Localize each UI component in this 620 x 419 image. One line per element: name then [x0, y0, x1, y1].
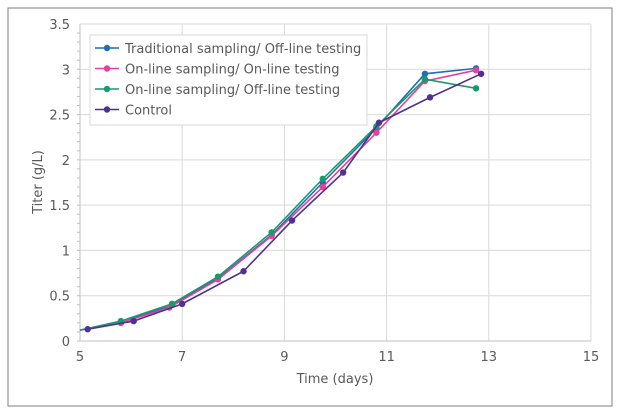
- x-tick-label: 15: [583, 350, 600, 365]
- data-point: [84, 326, 91, 333]
- data-point: [421, 76, 429, 83]
- x-tick-label: 11: [378, 350, 395, 365]
- data-point: [472, 66, 480, 74]
- data-point: [477, 70, 485, 78]
- y-tick-label: 3: [62, 63, 70, 78]
- data-point: [319, 175, 326, 183]
- data-point: [339, 169, 347, 176]
- legend-label: On-line sampling/ On-line testing: [125, 63, 339, 78]
- data-point: [214, 273, 222, 280]
- y-axis-label: Titer (g/L): [31, 150, 46, 215]
- legend-marker: [103, 44, 111, 52]
- y-tick-label: 0.5: [49, 290, 70, 305]
- legend-label: On-line sampling/ Off-line testing: [125, 83, 340, 98]
- legend-marker: [103, 106, 111, 113]
- legend-label: Traditional sampling/ Off-line testing: [124, 42, 361, 57]
- legend-box: [89, 34, 368, 126]
- x-tick-label: 13: [481, 350, 498, 365]
- data-point: [421, 70, 429, 78]
- y-tick-label: 0: [62, 335, 70, 350]
- data-point: [168, 300, 176, 308]
- legend-marker: [103, 65, 111, 72]
- y-tick-label: 1: [62, 244, 70, 259]
- y-tick-label: 3.5: [49, 18, 70, 33]
- data-point: [288, 217, 296, 224]
- data-point: [319, 183, 326, 191]
- legend: Traditional sampling/ Off-line testing On…: [89, 34, 368, 126]
- x-tick-label: 5: [76, 350, 84, 365]
- data-point: [472, 85, 480, 92]
- data-point: [179, 300, 186, 308]
- x-tick-label: 9: [280, 350, 288, 365]
- data-point: [375, 119, 383, 126]
- legend-marker: [103, 85, 111, 93]
- data-point: [240, 268, 247, 275]
- data-point: [268, 229, 275, 236]
- x-tick-label: 7: [178, 350, 186, 365]
- y-tick-label: 1.5: [49, 199, 70, 214]
- data-point: [130, 317, 137, 325]
- y-tick-label: 2.5: [49, 109, 70, 124]
- legend-label: Control: [125, 104, 172, 119]
- x-axis-label: Time (days): [296, 372, 374, 387]
- data-point: [373, 129, 380, 136]
- data-point: [426, 94, 434, 101]
- y-tick-label: 2: [62, 154, 70, 169]
